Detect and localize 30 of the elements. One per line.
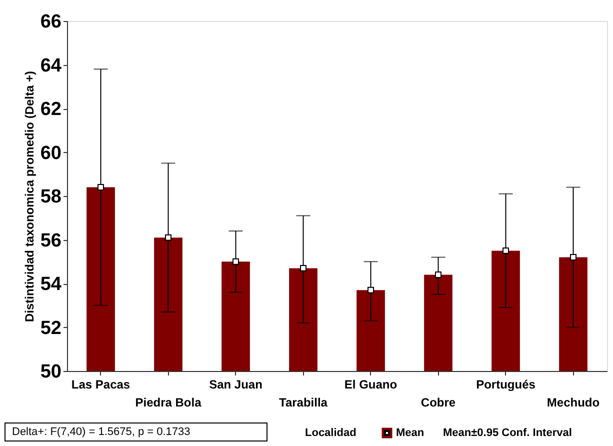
y-axis-title: Distintividad taxonomica promedio (Delta +)	[22, 70, 36, 322]
legend-title: Localidad	[305, 427, 356, 439]
point	[570, 254, 576, 260]
x-tick-label: Las Pacas	[71, 378, 130, 392]
x-tick-label: Tarabilla	[279, 396, 328, 410]
point	[300, 264, 306, 272]
y-tick-label: 56	[40, 230, 62, 252]
point	[165, 234, 172, 241]
y-tick-label: 50	[40, 362, 62, 382]
legend-label: Mean	[396, 427, 424, 439]
x-tick-label: Cobre	[420, 396, 456, 410]
point	[368, 286, 374, 294]
point	[98, 184, 104, 190]
y-tick-label: 62	[40, 99, 62, 120]
x-tick-label: El Guano	[344, 378, 398, 392]
y-tick-label: 54	[40, 274, 62, 295]
text: Mean±0.95 Conf. Interval	[443, 427, 572, 439]
y-tick-label: 60	[40, 142, 62, 164]
x-tick-label: Piedra Bola	[135, 396, 202, 410]
x-tick-label: San Juan	[209, 378, 262, 392]
x-tick-label: Mechudo	[546, 396, 600, 410]
y-tick-label: 66	[40, 12, 62, 32]
point	[232, 258, 239, 265]
text: Delta+: F(7,40) = 1.5675, p = 0.1733	[12, 426, 190, 438]
y-tick-label: 52	[40, 318, 62, 339]
y-tick-label: 58	[40, 186, 62, 208]
y-tick-label: 64	[40, 55, 62, 76]
x-tick-label: Portugués	[476, 378, 536, 392]
point	[435, 272, 442, 278]
point	[502, 247, 509, 254]
